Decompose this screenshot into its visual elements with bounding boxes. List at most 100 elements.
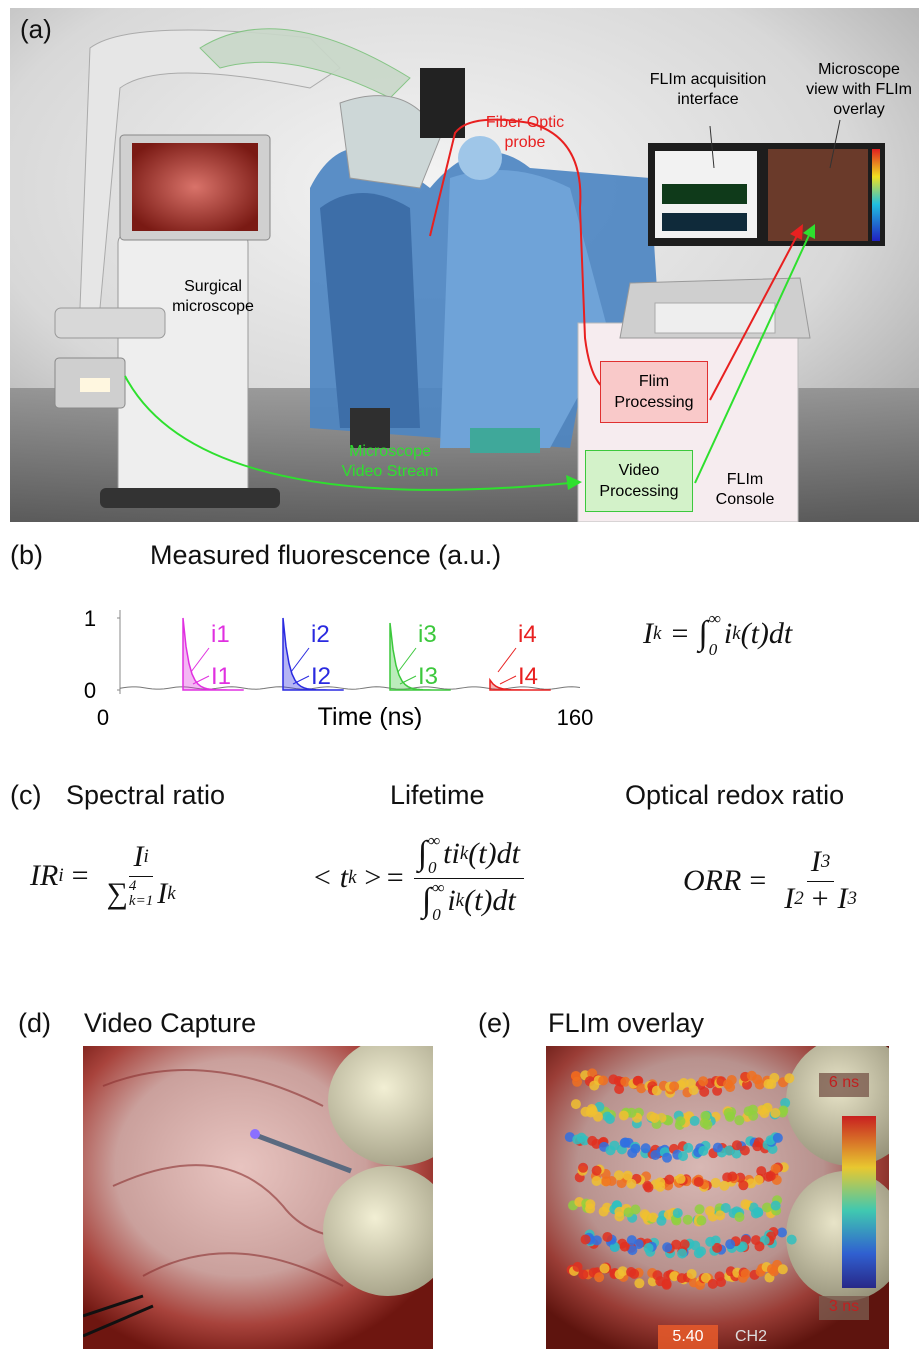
scan-point: [694, 1248, 704, 1258]
scan-point: [664, 1175, 674, 1185]
colorbar-min: 3 ns: [819, 1298, 869, 1316]
scan-point: [581, 1107, 591, 1117]
scan-point: [687, 1269, 697, 1279]
y-tick-label: 0: [84, 678, 96, 703]
section-title: Lifetime: [390, 780, 485, 811]
x-tick-label: 160: [557, 705, 594, 730]
scan-point: [694, 1177, 704, 1187]
scan-point: [734, 1212, 744, 1222]
integral-label: I1: [211, 663, 231, 690]
scan-point: [754, 1241, 764, 1251]
panel-label: (e): [478, 1008, 511, 1039]
scan-point: [614, 1084, 624, 1094]
integral-label: I3: [418, 663, 438, 690]
panel-title: Measured fluorescence (a.u.): [150, 540, 501, 571]
scan-point: [585, 1199, 595, 1209]
scan-point: [778, 1264, 788, 1274]
pointer: [498, 648, 516, 672]
scan-point: [740, 1145, 750, 1155]
panel-label: (c): [10, 780, 41, 811]
annotation: Microscope Video Stream: [340, 442, 440, 482]
scan-point: [578, 1269, 588, 1279]
annotation: Surgical microscope: [148, 277, 278, 317]
scan-point: [673, 1208, 683, 1218]
integral-label: I2: [311, 663, 331, 690]
scan-point: [594, 1272, 604, 1282]
decay-plot: 010160Time (ns)i1I1i2I2i3I3i4I4: [0, 590, 620, 735]
scan-point: [713, 1143, 723, 1153]
figure: { "panel_a": { "label": "(a)", "surgical…: [0, 0, 919, 1349]
scan-point: [753, 1207, 763, 1217]
scan-point: [698, 1146, 708, 1156]
flim-processing-box: Flim Processing: [600, 361, 708, 423]
scan-point: [619, 1110, 629, 1120]
scan-point: [592, 1166, 602, 1176]
scan-point: [572, 1077, 582, 1087]
scan-point: [724, 1108, 734, 1118]
section-title: Spectral ratio: [66, 780, 225, 811]
panel-title: FLIm overlay: [548, 1008, 704, 1039]
scan-point: [725, 1239, 735, 1249]
scan-point: [695, 1204, 705, 1214]
scan-point: [599, 1207, 609, 1217]
scan-point: [755, 1079, 765, 1089]
scan-point: [690, 1116, 700, 1126]
annotation: FLIm acquisition interface: [628, 70, 788, 110]
scan-point: [675, 1116, 685, 1126]
peak-label: i2: [311, 621, 330, 648]
scan-point: [708, 1279, 718, 1289]
scan-point: [777, 1227, 787, 1237]
scan-point: [592, 1176, 602, 1186]
scan-point: [683, 1215, 693, 1225]
peak-label: i4: [518, 621, 537, 648]
scan-point: [771, 1201, 781, 1211]
peak-label: i1: [211, 621, 230, 648]
scan-point: [620, 1137, 630, 1147]
video-processing-box: Video Processing: [585, 450, 693, 512]
scan-point: [662, 1153, 672, 1163]
scan-point: [773, 1133, 783, 1143]
scan-point: [769, 1266, 779, 1276]
scan-point: [759, 1108, 769, 1118]
scan-point: [683, 1143, 693, 1153]
scan-point: [705, 1237, 715, 1247]
video-capture-image: [83, 1046, 433, 1349]
section-title: Optical redox ratio: [625, 780, 844, 811]
y-tick-label: 1: [84, 606, 96, 631]
page: body { margin: 0; width: 919px; height: …: [0, 0, 919, 1349]
scan-point: [740, 1199, 750, 1209]
annotation: Fiber Optic probe: [470, 113, 580, 153]
scan-point: [571, 1099, 581, 1109]
pointer: [291, 648, 309, 672]
readout-channel: CH2: [735, 1328, 767, 1346]
scan-point: [602, 1232, 612, 1242]
scan-point: [676, 1174, 686, 1184]
scan-point: [656, 1216, 666, 1226]
scan-point: [762, 1202, 772, 1212]
pointer: [191, 648, 209, 672]
annotation: Microscope view with FLIm overlay: [800, 60, 918, 120]
pointer: [398, 648, 416, 672]
panel-label: (a): [20, 14, 52, 45]
scan-point: [662, 1280, 672, 1290]
scan-point: [698, 1076, 708, 1086]
scan-point: [715, 1210, 725, 1220]
scan-point: [689, 1085, 699, 1095]
integral-label: I4: [518, 663, 538, 690]
scan-point: [578, 1163, 588, 1173]
scan-point: [602, 1111, 612, 1121]
scan-point: [646, 1112, 656, 1122]
scan-point: [614, 1212, 624, 1222]
scan-point: [699, 1087, 709, 1097]
panel-title: Video Capture: [84, 1008, 256, 1039]
annotation: FLIm Console: [705, 470, 785, 510]
scan-point: [634, 1278, 644, 1288]
scan-point: [769, 1073, 779, 1083]
scan-point: [700, 1118, 710, 1128]
scan-point: [744, 1106, 754, 1116]
x-axis-label: Time (ns): [318, 703, 423, 731]
scan-point: [669, 1081, 679, 1091]
scan-point: [662, 1242, 672, 1252]
